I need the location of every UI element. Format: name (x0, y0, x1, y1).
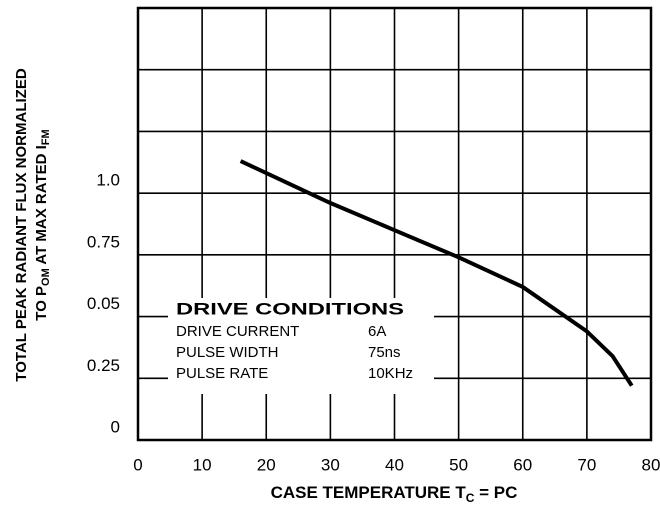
x-tick-label: 50 (449, 455, 468, 474)
x-tick-label: 20 (257, 455, 276, 474)
x-axis-title-part: CASE TEMPERATURE T (271, 483, 467, 502)
y-axis-title-part: TO P (33, 286, 50, 321)
y-axis-title-part: AT MAX RATED I (33, 145, 50, 268)
legend-title: DRIVE CONDITIONS (176, 299, 404, 318)
legend-label: PULSE WIDTH (176, 344, 279, 361)
x-axis-title: CASE TEMPERATURE TC = PC (271, 483, 518, 505)
y-tick-label: 1.0 (96, 171, 120, 190)
legend-value: 6A (368, 323, 386, 340)
y-tick-label: 0 (111, 417, 120, 436)
y-tick-label: 0.75 (87, 232, 120, 251)
x-tick-label: 60 (513, 455, 532, 474)
x-axis-title-part: C (466, 491, 475, 505)
y-tick-label: 0.25 (87, 356, 120, 375)
x-tick-label: 70 (577, 455, 596, 474)
x-tick-label: 80 (642, 455, 660, 474)
x-tick-label: 0 (133, 455, 142, 474)
x-tick-label: 30 (321, 455, 340, 474)
y-axis-title-part: FM (40, 129, 52, 145)
legend-label: PULSE RATE (176, 365, 268, 382)
legend-label: DRIVE CURRENT (176, 323, 299, 340)
y-axis-title: TO POM AT MAX RATED IFM (33, 129, 52, 320)
x-tick-label: 40 (385, 455, 404, 474)
data-line (239, 159, 634, 387)
y-axis-title-part: TOTAL PEAK RADIANT FLUX NORMALIZED (13, 68, 30, 381)
plot-frame (136, 6, 653, 442)
x-tick-label: 10 (193, 455, 212, 474)
x-axis-title-part: = PC (474, 483, 517, 502)
y-tick-label: 0.05 (87, 294, 120, 313)
legend-backing (168, 298, 434, 394)
legend-value: 75ns (368, 344, 401, 361)
legend-value: 10KHz (368, 365, 413, 382)
y-axis-title: TOTAL PEAK RADIANT FLUX NORMALIZED (13, 68, 30, 381)
y-axis-title-part: OM (40, 268, 52, 286)
